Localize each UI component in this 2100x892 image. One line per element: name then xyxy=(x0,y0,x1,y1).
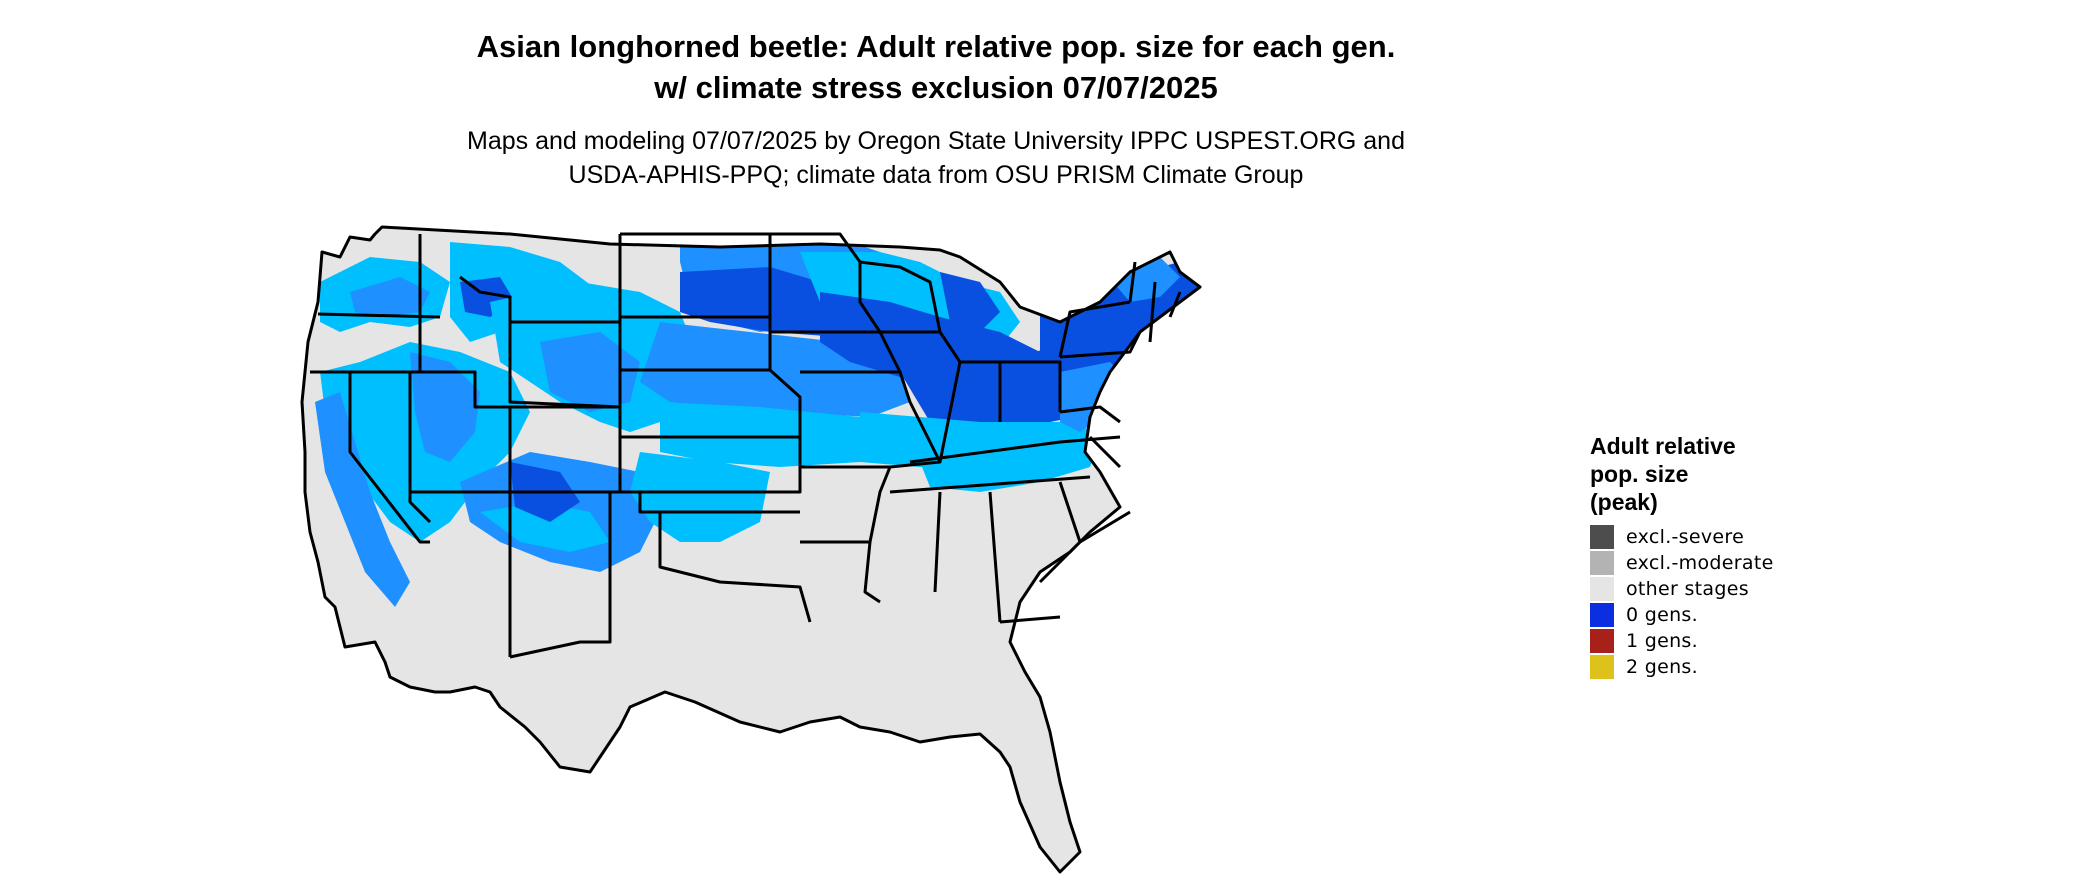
legend-items: excl.-severe excl.-moderate other stages… xyxy=(1590,524,1890,680)
map-title-line2: w/ climate stress exclusion 07/07/2025 xyxy=(654,70,1218,105)
state-border-tx-ok xyxy=(658,512,812,623)
map-subtitle-line2: USDA-APHIS-PPQ; climate data from OSU PR… xyxy=(568,161,1304,189)
legend-item-0-gens: 0 gens. xyxy=(1590,602,1890,628)
legend-swatch xyxy=(1590,629,1614,653)
state-border-ut xyxy=(410,370,512,494)
region-idaho-montana xyxy=(450,242,600,342)
legend-item-excl-severe: excl.-severe xyxy=(1590,524,1890,550)
legend-title-line3: (peak) xyxy=(1590,489,1658,515)
state-border-co xyxy=(510,405,622,494)
region-michigan-dark xyxy=(940,272,1000,332)
state-border-new-england xyxy=(1128,261,1182,343)
state-border-nm-tx xyxy=(509,492,612,659)
state-border-tn-south xyxy=(889,475,1091,494)
region-texas-panhandle xyxy=(630,452,770,542)
state-border-mt-south xyxy=(459,275,620,324)
legend-swatch xyxy=(1590,655,1614,679)
legend-title-line2: pop. size xyxy=(1590,461,1689,487)
legend-swatch xyxy=(1590,577,1614,601)
us-map xyxy=(300,225,1202,874)
legend-swatch xyxy=(1590,551,1614,575)
map-title-line1: Asian longhorned beetle: Adult relative … xyxy=(476,29,1396,64)
legend-item-excl-moderate: excl.-moderate xyxy=(1590,550,1890,576)
region-oregon-interior xyxy=(350,277,430,317)
legend-item-other-stages: other stages xyxy=(1590,576,1890,602)
legend-title-line1: Adult relative xyxy=(1590,433,1736,459)
state-border-la xyxy=(800,540,881,604)
legend-label: excl.-moderate xyxy=(1626,552,1774,574)
legend-label: other stages xyxy=(1626,578,1749,600)
map-legend: Adult relative pop. size (peak) excl.-se… xyxy=(1590,432,1890,680)
legend-label: 2 gens. xyxy=(1626,656,1698,678)
state-border-ga-sc xyxy=(1038,481,1131,584)
map-title: Asian longhorned beetle: Adult relative … xyxy=(0,26,1872,108)
legend-label: 1 gens. xyxy=(1626,630,1698,652)
state-border-ne-ks xyxy=(620,368,802,439)
region-midwest-dark xyxy=(820,292,1040,382)
state-border-nv xyxy=(348,372,430,544)
legend-item-2-gens: 2 gens. xyxy=(1590,654,1890,680)
state-border-va-nc xyxy=(1059,405,1122,469)
legend-title: Adult relative pop. size (peak) xyxy=(1590,432,1890,516)
region-colorado-dark xyxy=(540,332,640,412)
state-border-ky-tn xyxy=(909,435,1121,464)
state-border-in-oh xyxy=(960,360,1062,422)
legend-swatch xyxy=(1590,603,1614,627)
state-border-ok xyxy=(610,437,802,514)
region-great-basin-dark xyxy=(410,352,480,462)
legend-label: 0 gens. xyxy=(1626,604,1698,626)
map-subtitle-line1: Maps and modeling 07/07/2025 by Oregon S… xyxy=(467,127,1405,155)
region-california-coast xyxy=(315,392,410,607)
legend-item-1-gens: 1 gens. xyxy=(1590,628,1890,654)
state-borders xyxy=(300,225,1202,874)
state-border-ms-al xyxy=(933,491,1061,624)
region-four-corners-light xyxy=(480,502,610,552)
map-subtitle: Maps and modeling 07/07/2025 by Oregon S… xyxy=(0,124,1872,192)
legend-swatch xyxy=(1590,525,1614,549)
legend-label: excl.-severe xyxy=(1626,526,1745,548)
state-border-pa-ny xyxy=(1058,300,1142,359)
state-border-nd-sd xyxy=(620,232,772,319)
state-border-ut-nv xyxy=(408,372,432,524)
region-appalachia xyxy=(920,437,1100,492)
